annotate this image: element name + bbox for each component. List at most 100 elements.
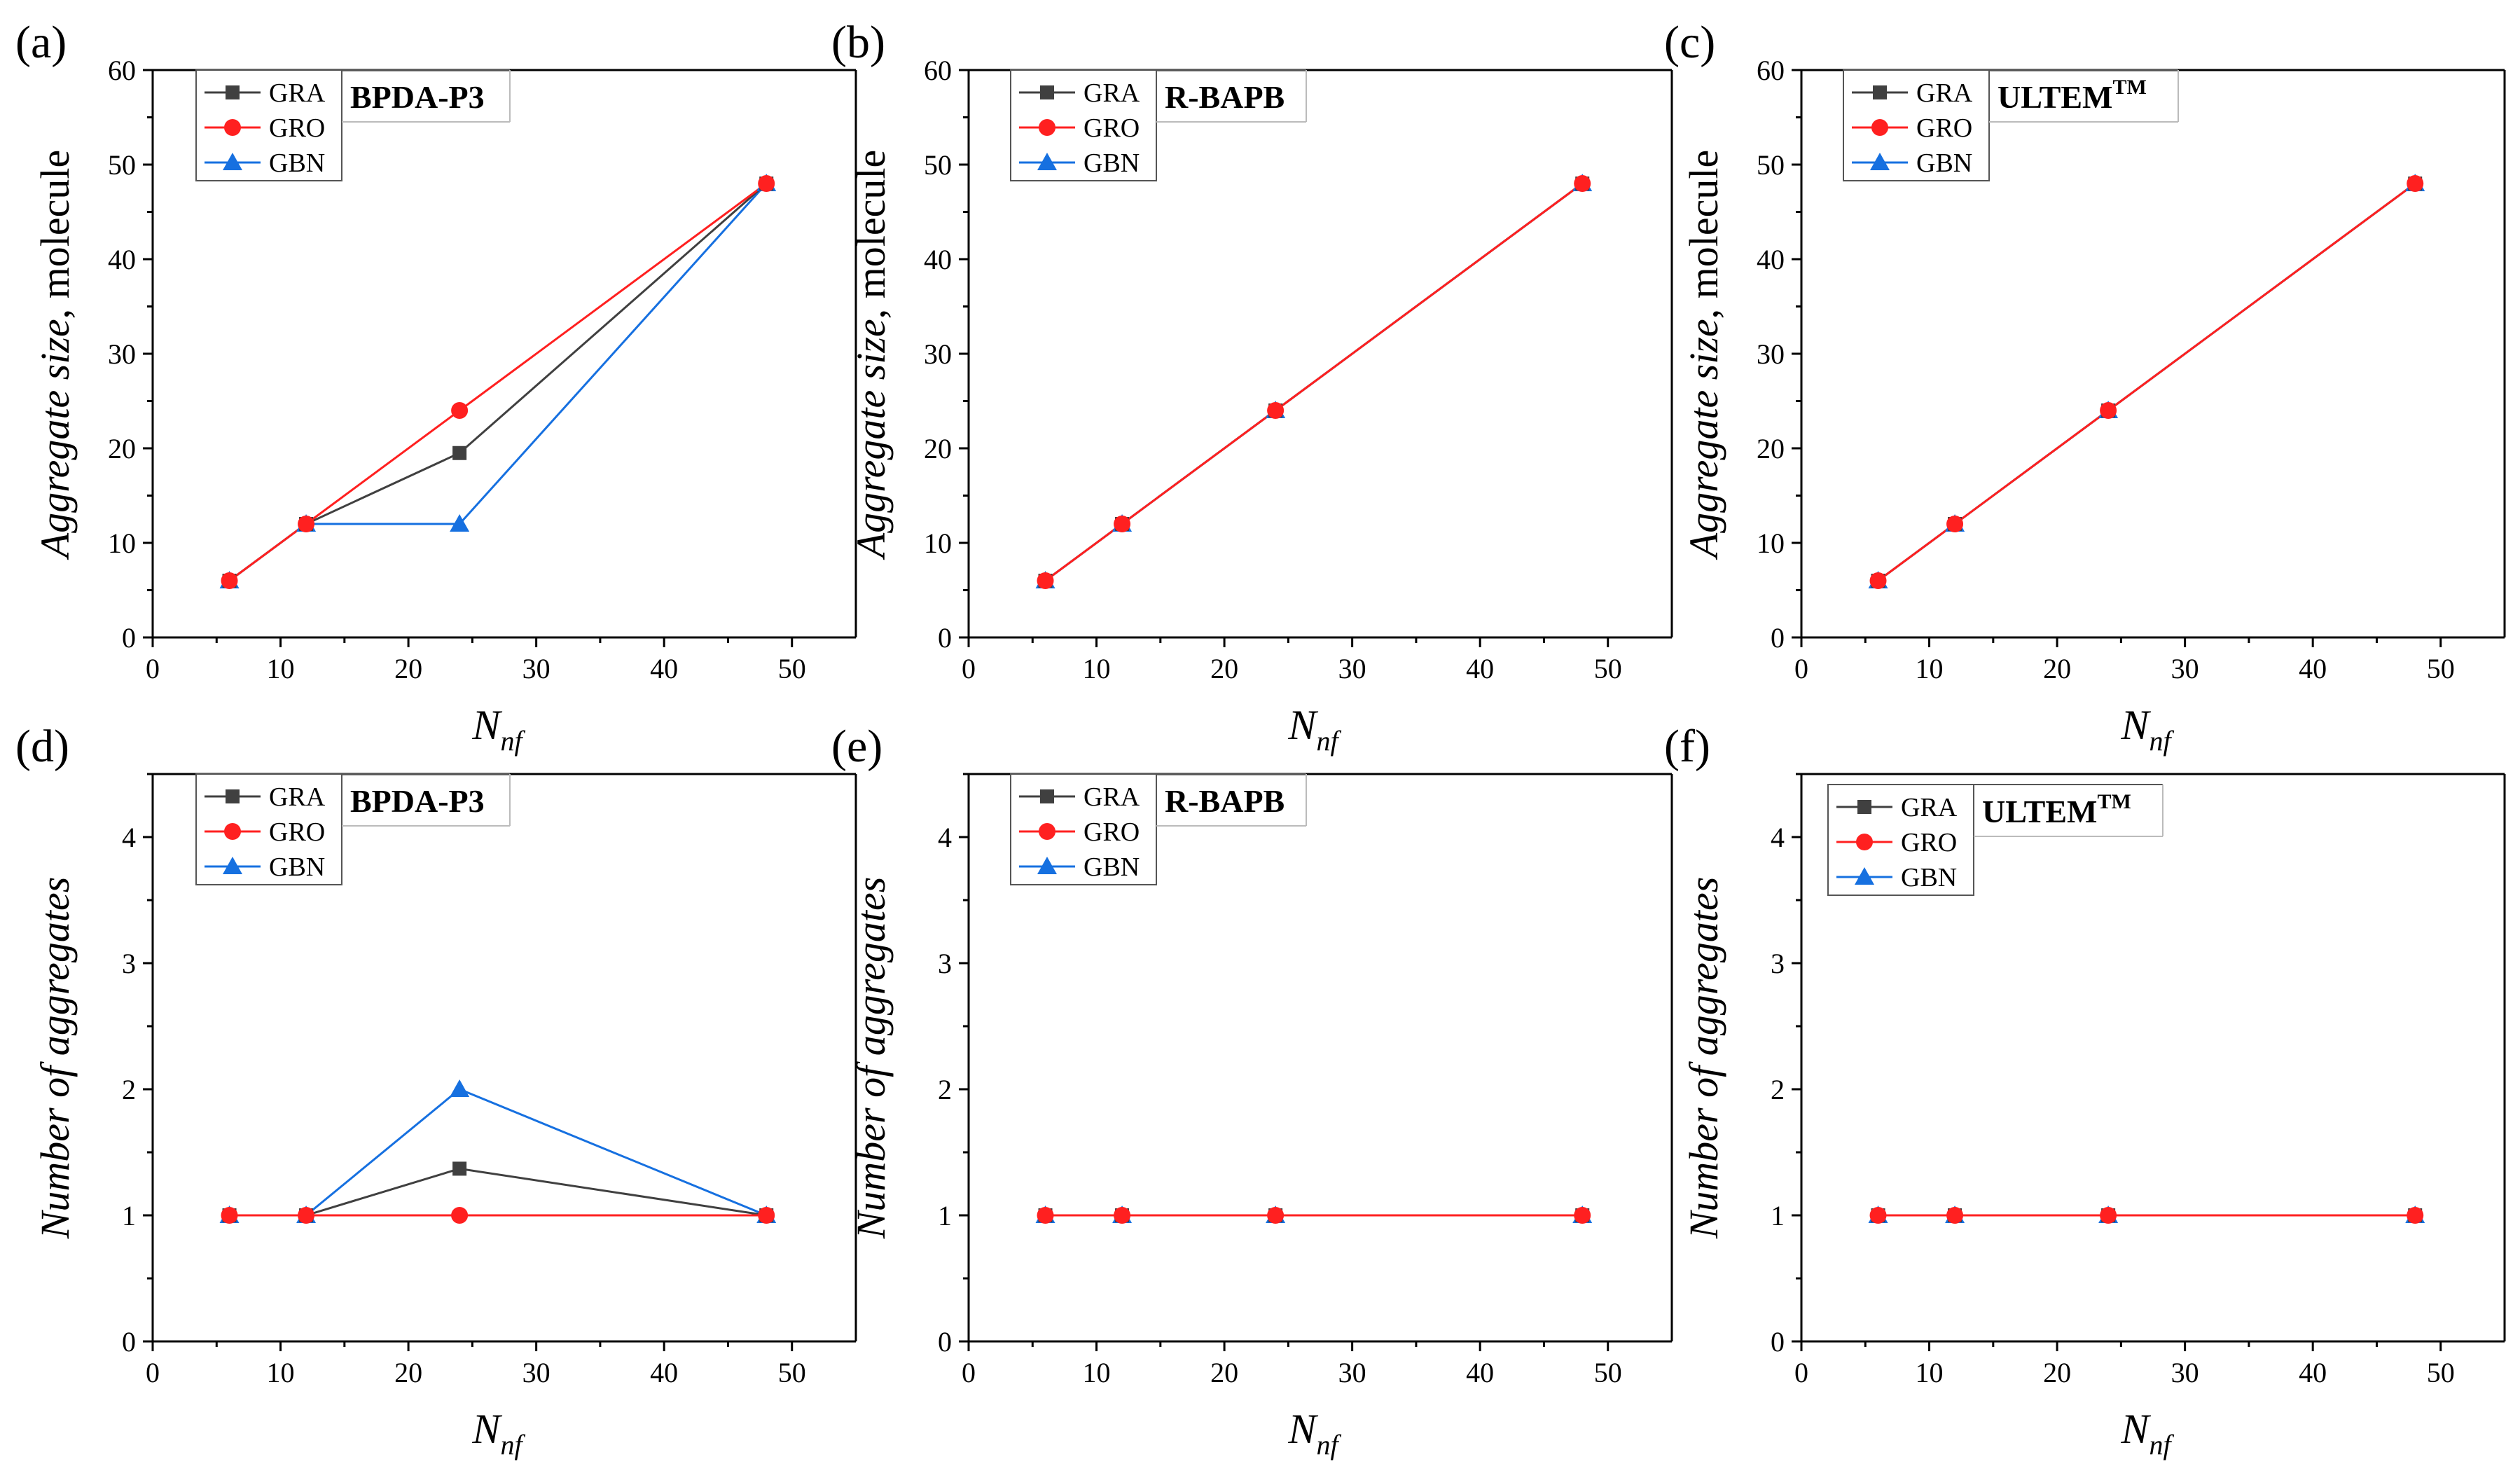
- x-tick-label: 30: [2171, 1357, 2199, 1388]
- x-tick-label: 0: [146, 1357, 160, 1388]
- y-axis-label-italic: Number of aggregates: [32, 877, 78, 1240]
- y-tick-label: 50: [108, 149, 136, 181]
- x-tick-label: 20: [2043, 1357, 2071, 1388]
- y-axis-label: Aggregate size, molecule: [848, 150, 894, 561]
- y-tick-label: 20: [108, 433, 136, 464]
- x-axis-label-main: N: [2120, 702, 2151, 748]
- sample-label: BPDA-P3: [350, 79, 485, 115]
- data-point-gro: [1574, 175, 1591, 192]
- series-line-gro: [1877, 182, 2416, 582]
- x-tick-label: 50: [2427, 1357, 2455, 1388]
- y-tick-label: 2: [938, 1074, 952, 1105]
- x-axis-label-sub: nf: [2149, 725, 2174, 757]
- x-tick-label: 20: [394, 1357, 422, 1388]
- x-axis-label: Nnf: [2120, 1406, 2174, 1460]
- y-axis-label: Number of aggregates: [32, 877, 78, 1240]
- sample-label-main: BPDA-P3: [350, 783, 485, 819]
- data-point-gra: [452, 446, 467, 460]
- y-tick-label: 50: [924, 149, 952, 181]
- x-tick-label: 20: [1210, 653, 1238, 684]
- data-point-gro: [1946, 1207, 1964, 1224]
- legend-marker-gro: [1856, 834, 1873, 850]
- y-axis-label-italic: Aggregate size: [848, 319, 894, 560]
- legend-label: GBN: [269, 852, 325, 882]
- y-tick-label: 30: [108, 338, 136, 370]
- panel-a: 0 10 20 30 40 50 0 10 20 30 40 50 60 (a) Nnf Aggregate …: [15, 17, 857, 757]
- x-axis-label-main: N: [471, 1406, 502, 1452]
- panel-label: (f): [1664, 721, 1710, 772]
- y-axis-label: Number of aggregates: [1681, 877, 1726, 1240]
- y-tick-label: 4: [938, 822, 952, 853]
- y-tick-label: 0: [1771, 1326, 1785, 1358]
- y-tick-label: 4: [1771, 822, 1785, 853]
- sample-label: ULTEMTM: [1982, 790, 2131, 829]
- legend-label: GRO: [1084, 817, 1140, 847]
- x-axis-label-main: N: [1287, 1406, 1318, 1452]
- y-tick-label: 0: [1771, 622, 1785, 654]
- data-point-gro: [1114, 1207, 1131, 1224]
- x-tick-label: 0: [1794, 1357, 1808, 1388]
- x-tick-label: 40: [650, 1357, 678, 1388]
- data-point-gro: [1869, 572, 1887, 589]
- y-tick-label: 1: [122, 1200, 136, 1231]
- x-axis-label-main: N: [2120, 1406, 2151, 1452]
- x-tick-label: 50: [1594, 653, 1622, 684]
- data-point-gro: [758, 175, 775, 192]
- y-tick-label: 3: [938, 948, 952, 979]
- x-tick-label: 50: [2427, 653, 2455, 684]
- y-axis-label: Number of aggregates: [848, 877, 894, 1240]
- x-tick-label: 10: [267, 653, 295, 684]
- x-axis-label: Nnf: [471, 702, 525, 757]
- x-axis-label-sub: nf: [2149, 1429, 2174, 1460]
- x-tick-label: 40: [1466, 1357, 1494, 1388]
- y-tick-label: 0: [938, 622, 952, 654]
- x-tick-label: 30: [522, 1357, 551, 1388]
- x-tick-label: 20: [2043, 653, 2071, 684]
- data-point-gro: [758, 1207, 775, 1224]
- data-point-gbn: [450, 514, 470, 532]
- x-tick-label: 10: [1916, 653, 1944, 684]
- sample-label: BPDA-P3: [350, 783, 485, 819]
- legend-label: GRA: [1084, 782, 1140, 812]
- x-axis-label-main: N: [471, 702, 502, 748]
- x-tick-label: 20: [1210, 1357, 1238, 1388]
- y-tick-label: 40: [924, 244, 952, 275]
- data-point-gbn: [450, 1079, 470, 1097]
- legend-marker-gra: [1857, 800, 1871, 814]
- data-point-gro: [2407, 175, 2424, 192]
- y-axis-label-italic: Number of aggregates: [848, 877, 894, 1240]
- x-tick-label: 30: [522, 653, 551, 684]
- x-axis-label: Nnf: [1287, 1406, 1341, 1460]
- legend-label: GRO: [1901, 828, 1957, 857]
- panel-label: (b): [831, 17, 885, 68]
- sample-label: R-BAPB: [1165, 783, 1285, 819]
- series-line-gbn: [229, 1088, 767, 1217]
- x-tick-label: 40: [1466, 653, 1494, 684]
- x-tick-label: 40: [2299, 653, 2327, 684]
- data-point-gro: [451, 402, 469, 419]
- panel-e: 0 10 20 30 40 50 0 1 2 3 4 (e) Nnf Number of aggregat…: [831, 721, 1673, 1460]
- y-axis-label-rest: , molecule: [848, 150, 894, 319]
- panel-label: (d): [15, 721, 69, 772]
- data-point-gro: [1114, 516, 1131, 532]
- sample-label-main: BPDA-P3: [350, 79, 485, 115]
- y-axis-label-italic: Number of aggregates: [1681, 877, 1726, 1240]
- y-tick-label: 20: [1757, 433, 1785, 464]
- x-axis-label-main: N: [1287, 702, 1318, 748]
- x-axis-label: Nnf: [1287, 702, 1341, 757]
- legend-marker-gbn: [1037, 857, 1057, 874]
- y-tick-label: 20: [924, 433, 952, 464]
- data-point-gro: [298, 1207, 315, 1224]
- legend-marker-gro: [224, 119, 241, 136]
- y-axis-label-rest: , molecule: [1681, 150, 1726, 319]
- y-tick-label: 2: [1771, 1074, 1785, 1105]
- y-tick-label: 10: [924, 527, 952, 559]
- x-tick-label: 50: [778, 1357, 806, 1388]
- data-point-gro: [1869, 1207, 1887, 1224]
- panel-d: 0 10 20 30 40 50 0 1 2 3 4 (d) Nnf Number of aggregat…: [15, 721, 857, 1460]
- legend-marker-gbn: [223, 857, 242, 874]
- x-tick-label: 50: [1594, 1357, 1622, 1388]
- x-axis-label-sub: nf: [1316, 725, 1341, 757]
- y-tick-label: 1: [938, 1200, 952, 1231]
